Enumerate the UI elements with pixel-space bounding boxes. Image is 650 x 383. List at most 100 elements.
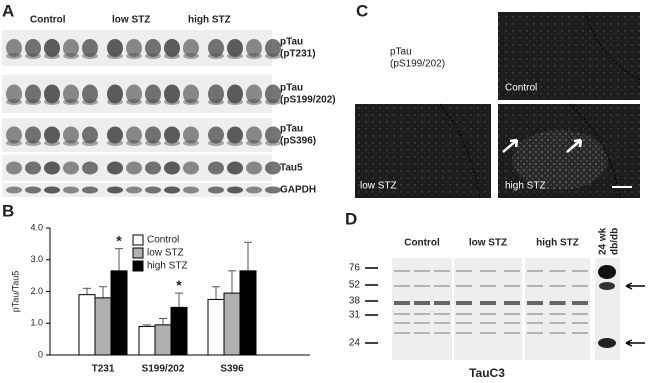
band — [126, 126, 142, 144]
blot — [454, 258, 522, 360]
band — [246, 84, 262, 104]
blot — [392, 258, 452, 360]
group-label: low STZ — [469, 238, 507, 249]
band — [6, 126, 22, 144]
band — [227, 39, 243, 57]
image-title: (pS199/202) — [390, 59, 445, 70]
band — [456, 313, 472, 315]
band — [414, 301, 430, 305]
band — [126, 39, 142, 57]
band — [63, 53, 79, 59]
band — [82, 126, 98, 144]
band — [246, 53, 262, 59]
panel-b: B 0 1.0 2.0 3.0 4.0 pTau/Tau5 * * T231 S199/202 S39… — [2, 201, 310, 375]
band — [82, 140, 98, 146]
band — [126, 186, 142, 194]
band — [527, 332, 543, 334]
band — [414, 332, 430, 334]
band — [456, 270, 472, 272]
band — [434, 313, 450, 315]
band — [107, 186, 123, 194]
row-label: (pS199/202) — [280, 95, 336, 106]
band — [265, 53, 281, 59]
band — [107, 53, 123, 59]
band — [598, 265, 616, 279]
band — [145, 53, 161, 59]
blot — [525, 258, 590, 360]
band — [164, 39, 180, 57]
panel-d: D Control low STZ high STZ 24 wk db/db 76 52 38 3… — [345, 209, 645, 380]
band — [183, 99, 199, 105]
band — [164, 126, 180, 144]
band — [164, 53, 180, 59]
band — [126, 84, 142, 104]
band — [25, 99, 41, 105]
band — [44, 140, 60, 146]
panel-letter: B — [2, 201, 14, 220]
band — [549, 322, 566, 324]
band — [208, 84, 224, 104]
row-label: pTau — [280, 83, 303, 94]
band — [107, 161, 123, 175]
legend-swatch — [132, 234, 144, 246]
band — [394, 332, 410, 334]
marker-label: 31 — [349, 310, 361, 321]
band — [456, 301, 472, 305]
band — [25, 126, 41, 144]
bar — [223, 292, 241, 356]
band — [82, 161, 98, 175]
band — [63, 126, 79, 144]
panel-letter: D — [345, 209, 357, 228]
band — [394, 313, 410, 315]
band — [25, 140, 41, 146]
image-title: pTau — [390, 47, 412, 58]
band — [434, 301, 450, 305]
band — [208, 99, 224, 105]
panel-a: A Control low STZ high STZpTau(pT231)pTau(p… — [2, 1, 336, 197]
band — [549, 313, 566, 315]
band — [183, 53, 199, 59]
arrow — [566, 138, 583, 153]
band — [164, 186, 180, 194]
band — [63, 186, 79, 194]
x-tick-label: S396 — [220, 364, 244, 375]
band — [394, 322, 410, 324]
band — [6, 140, 22, 146]
band — [183, 39, 199, 57]
band — [227, 140, 243, 146]
bar — [207, 298, 225, 356]
band — [6, 161, 22, 175]
band — [549, 301, 566, 305]
band — [246, 140, 262, 146]
band — [63, 84, 79, 104]
band — [145, 39, 161, 57]
stain-region — [512, 130, 608, 190]
marker-label: 24 — [349, 338, 361, 349]
band — [480, 270, 496, 272]
band — [265, 99, 281, 105]
significance: * — [176, 277, 182, 293]
band — [549, 285, 566, 287]
band — [6, 39, 22, 57]
band — [164, 84, 180, 104]
band — [414, 285, 430, 287]
band — [107, 126, 123, 144]
band — [572, 270, 588, 272]
band — [44, 99, 60, 105]
image-label: low STZ — [360, 181, 397, 192]
band — [126, 161, 142, 175]
band — [456, 285, 472, 287]
band — [572, 332, 588, 334]
band — [504, 285, 520, 287]
legend-label: low STZ — [147, 248, 184, 259]
band — [456, 322, 472, 324]
band — [434, 270, 450, 272]
band — [527, 313, 543, 315]
band — [549, 332, 566, 334]
band — [246, 99, 262, 105]
band — [265, 186, 281, 194]
y-axis-label: pTau/Tau5 — [10, 271, 20, 313]
band — [246, 126, 262, 144]
